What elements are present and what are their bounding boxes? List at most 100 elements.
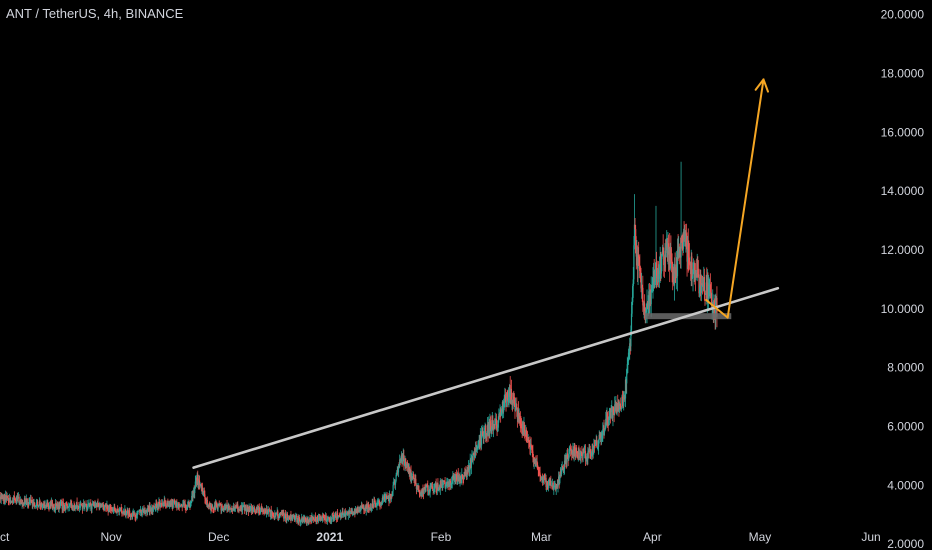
- candle-body: [495, 418, 498, 429]
- candle-body: [651, 289, 653, 292]
- candle-body: [422, 488, 424, 494]
- candle-body: [39, 500, 41, 505]
- candle-body: [635, 252, 637, 257]
- candle-body: [691, 256, 693, 279]
- candle-body: [24, 498, 26, 504]
- candle-body: [254, 509, 256, 513]
- candle-body: [437, 482, 439, 491]
- candle-body: [192, 493, 194, 498]
- candle-body: [86, 507, 88, 509]
- candle-body: [538, 469, 540, 473]
- candle-body: [87, 504, 89, 508]
- candle-body: [354, 509, 357, 514]
- candle-body: [474, 455, 476, 457]
- candle-body: [506, 392, 508, 407]
- candle-body: [634, 224, 636, 230]
- candle-body: [360, 508, 362, 511]
- candle-body: [392, 485, 394, 492]
- drawing-overlays[interactable]: [192, 78, 780, 469]
- candle-body: [165, 503, 167, 507]
- candle-body: [433, 487, 435, 489]
- candle-body: [632, 279, 634, 287]
- candle-body: [201, 487, 204, 493]
- candle-body: [424, 487, 426, 489]
- candle-body: [704, 293, 706, 295]
- candle-body: [209, 503, 211, 506]
- candle-body: [513, 396, 515, 400]
- candle-body: [517, 409, 520, 421]
- candle-body: [35, 506, 37, 508]
- candle-body: [108, 507, 110, 512]
- candle-body: [155, 503, 158, 504]
- candle-body: [563, 460, 566, 470]
- candle-body: [357, 507, 359, 512]
- candle-body: [580, 451, 582, 459]
- y-tick-label: 20.0000: [881, 8, 925, 22]
- trendline[interactable]: [192, 286, 780, 469]
- candle-body: [147, 508, 149, 509]
- candle-body: [134, 513, 136, 518]
- candle-body: [339, 515, 341, 517]
- candle-body: [293, 516, 296, 521]
- candle-body: [29, 501, 31, 503]
- candle-body: [523, 424, 526, 432]
- candle-body: [519, 415, 521, 419]
- candle-body: [497, 420, 499, 428]
- candle-body: [545, 477, 547, 487]
- candle-body: [215, 502, 217, 510]
- candle-body: [688, 257, 691, 264]
- candle-body: [158, 502, 160, 507]
- candle-body: [190, 501, 192, 503]
- candle-body: [47, 502, 49, 504]
- candle-body: [566, 453, 569, 458]
- candle-body: [247, 506, 249, 510]
- candle-body: [445, 486, 447, 488]
- candle-body: [6, 496, 8, 501]
- candle-body: [667, 243, 670, 255]
- candle-body: [460, 477, 462, 481]
- candle-body: [234, 508, 236, 510]
- candle-body: [298, 516, 300, 521]
- candle-body: [221, 505, 223, 509]
- candle-body: [230, 508, 232, 510]
- candle-body: [84, 504, 86, 508]
- candle-body: [601, 436, 603, 439]
- candle-body: [186, 506, 188, 510]
- candle-body: [637, 254, 639, 269]
- candle-body: [531, 445, 533, 450]
- candle-body: [119, 509, 121, 510]
- candle-body: [59, 502, 61, 507]
- symbol-title[interactable]: ANT / TetherUS, 4h, BINANCE: [6, 6, 184, 21]
- candle-body: [333, 515, 336, 519]
- price-axis[interactable]: 20.0000 18.0000 16.0000 14.0000 12.0000 10.00…: [881, 8, 925, 550]
- projection-arrow[interactable]: [705, 78, 765, 319]
- candle-body: [657, 269, 659, 279]
- candle-body: [520, 424, 523, 429]
- candle-body: [541, 476, 544, 482]
- candle-body: [34, 502, 36, 507]
- candle-body: [540, 478, 542, 480]
- candle-body: [154, 508, 156, 510]
- candle-body: [685, 233, 688, 236]
- candle-body: [551, 485, 553, 487]
- candle-body: [294, 518, 296, 521]
- candle-body: [63, 504, 66, 509]
- time-axis[interactable]: Oct Nov Dec 2021 Feb Mar Apr May Jun: [0, 530, 881, 544]
- candle-body: [112, 510, 115, 512]
- candle-body: [388, 494, 391, 502]
- candle-body: [271, 512, 274, 516]
- candle-body: [379, 502, 381, 505]
- candle-body: [176, 506, 179, 508]
- candle-body: [153, 505, 155, 507]
- candle-body: [630, 329, 632, 347]
- candle-body: [168, 505, 170, 506]
- candle-body: [212, 507, 214, 509]
- candle-body: [692, 269, 694, 278]
- candle-body: [342, 510, 344, 515]
- candle-body: [343, 514, 345, 515]
- candle-body: [283, 515, 285, 519]
- candle-body: [596, 447, 599, 449]
- candle-body: [155, 503, 157, 509]
- candle-body: [674, 264, 676, 274]
